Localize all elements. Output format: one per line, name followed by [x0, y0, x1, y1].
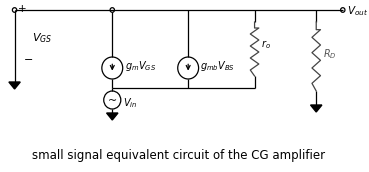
- Text: $g_m V_{GS}$: $g_m V_{GS}$: [125, 59, 156, 73]
- Text: +: +: [18, 4, 27, 14]
- Polygon shape: [311, 105, 322, 112]
- Text: small signal equivalent circuit of the CG amplifier: small signal equivalent circuit of the C…: [32, 148, 325, 162]
- Text: $r_o$: $r_o$: [261, 39, 271, 51]
- Text: $V_{in}$: $V_{in}$: [123, 96, 137, 110]
- Text: $R_D$: $R_D$: [323, 48, 337, 61]
- Text: ~: ~: [108, 95, 117, 105]
- Text: $V_{out}$: $V_{out}$: [346, 4, 368, 18]
- Polygon shape: [107, 113, 118, 120]
- Text: $V_{GS}$: $V_{GS}$: [32, 31, 52, 45]
- Text: $g_{mb}V_{BS}$: $g_{mb}V_{BS}$: [200, 59, 235, 73]
- Polygon shape: [9, 82, 20, 89]
- Text: −: −: [24, 55, 34, 65]
